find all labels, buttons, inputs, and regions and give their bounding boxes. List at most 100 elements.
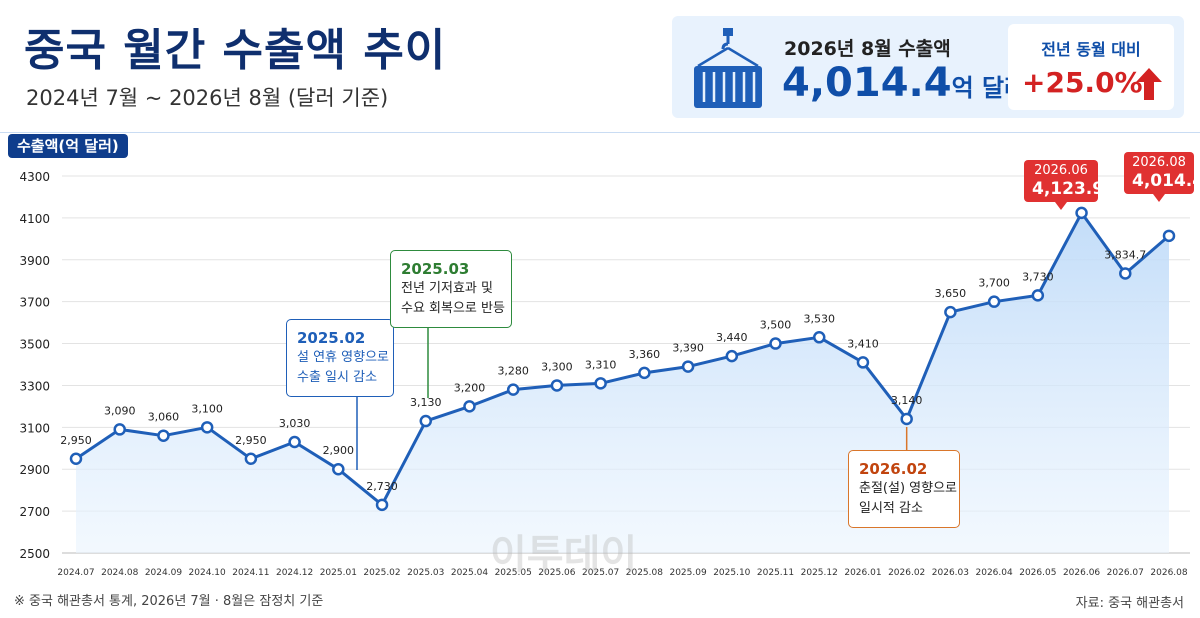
data-point bbox=[550, 379, 564, 392]
data-point bbox=[288, 435, 301, 449]
data-label: 3,700 bbox=[978, 277, 1010, 290]
data-point bbox=[506, 383, 520, 396]
x-tick-label: 2024.08 bbox=[101, 568, 138, 578]
x-tick-label: 2026.04 bbox=[976, 568, 1013, 578]
data-point bbox=[69, 452, 83, 465]
data-point bbox=[681, 360, 695, 373]
callout-value: 4,014.4 bbox=[1132, 171, 1200, 191]
annotation-line: 전년 기저효과 및 bbox=[401, 281, 493, 296]
data-point bbox=[987, 295, 1001, 308]
x-tick-label: 2025.06 bbox=[538, 568, 575, 578]
x-tick-label: 2025.11 bbox=[757, 568, 794, 578]
footnote: ※ 중국 해관총서 통계, 2026년 7월 · 8월은 잠정치 기준 bbox=[14, 594, 324, 609]
data-point bbox=[1075, 206, 1088, 220]
data-label: 3,834.7 bbox=[1104, 248, 1146, 261]
data-point bbox=[244, 452, 258, 465]
callout-2026-06: 2026.06 4,123.9 bbox=[1024, 160, 1105, 210]
x-tick-label: 2026.01 bbox=[844, 568, 881, 578]
data-point bbox=[200, 421, 214, 434]
data-point bbox=[594, 377, 607, 390]
annotation-2026-02: 2026.02 춘절(설) 영향으로 일시적 감소 bbox=[848, 450, 960, 528]
y-axis-label: 수출액(억 달러) bbox=[8, 134, 128, 158]
data-label: 3,280 bbox=[497, 365, 529, 378]
data-label: 3,030 bbox=[279, 417, 311, 430]
x-tick-label: 2025.10 bbox=[713, 568, 750, 578]
annotation-2025-03: 2025.03 전년 기저효과 및 수요 회복으로 반등 bbox=[390, 250, 512, 328]
data-label: 3,650 bbox=[935, 287, 967, 300]
x-tick-label: 2025.05 bbox=[495, 568, 532, 578]
data-point bbox=[812, 331, 826, 344]
source-credit: 자료: 중국 해관총서 bbox=[1075, 596, 1184, 611]
x-tick-label: 2026.02 bbox=[888, 568, 925, 578]
page-title: 중국 월간 수출액 추이 bbox=[24, 25, 447, 76]
callout-value: 4,123.9 bbox=[1032, 179, 1105, 199]
header-divider bbox=[0, 132, 1200, 133]
summary-value: 4,014.4 bbox=[782, 60, 952, 106]
annotation-line: 수요 회복으로 반등 bbox=[401, 301, 505, 316]
callout-date: 2026.08 bbox=[1132, 155, 1186, 170]
y-tick-label: 2700 bbox=[19, 505, 50, 519]
x-tick-label: 2025.02 bbox=[363, 568, 400, 578]
yoy-label: 전년 동월 대비 bbox=[1041, 40, 1141, 59]
data-label: 3,060 bbox=[148, 411, 180, 424]
x-tick-label: 2026.05 bbox=[1019, 568, 1056, 578]
data-label: 3,300 bbox=[541, 360, 573, 373]
annotation-line: 일시적 감소 bbox=[859, 501, 923, 516]
data-label: 2,900 bbox=[323, 444, 355, 457]
x-tick-label: 2026.07 bbox=[1107, 568, 1144, 578]
data-point bbox=[332, 462, 345, 476]
data-label: 2,950 bbox=[60, 434, 92, 447]
data-label: 2,730 bbox=[366, 480, 398, 493]
series-line bbox=[75, 211, 1170, 507]
yoy-value: +25.0% bbox=[1022, 66, 1143, 99]
x-tick-label: 2026.03 bbox=[932, 568, 969, 578]
data-label: 3,500 bbox=[760, 319, 792, 332]
callout-2026-08: 2026.08 4,014.4 bbox=[1124, 152, 1200, 202]
x-tick-label: 2024.11 bbox=[232, 568, 269, 578]
data-point bbox=[1162, 229, 1176, 243]
x-tick-label: 2025.12 bbox=[801, 568, 838, 578]
data-point bbox=[725, 349, 739, 363]
data-point bbox=[375, 498, 389, 512]
data-label: 3,130 bbox=[410, 396, 442, 409]
x-tick-label: 2025.03 bbox=[407, 568, 444, 578]
y-tick-label: 3300 bbox=[19, 379, 50, 393]
data-label: 3,530 bbox=[803, 312, 835, 325]
x-tick-label: 2025.04 bbox=[451, 568, 488, 578]
watermark-logo: 이투데이 bbox=[490, 532, 638, 578]
data-point bbox=[1119, 267, 1132, 280]
y-tick-label: 3700 bbox=[19, 296, 50, 310]
annotation-line: 설 연휴 영향으로 bbox=[297, 350, 389, 365]
summary-panel: 2026년 8월 수출액 4,014.4억 달러 전년 동월 대비 +25.0% bbox=[672, 16, 1184, 118]
x-tick-label: 2026.08 bbox=[1150, 568, 1187, 578]
container-crane-icon bbox=[694, 28, 762, 108]
y-tick-label: 2500 bbox=[19, 547, 50, 561]
x-tick-label: 2025.08 bbox=[626, 568, 663, 578]
data-point bbox=[944, 305, 957, 319]
annotation-title: 2026.02 bbox=[859, 460, 928, 478]
annotation-title: 2025.02 bbox=[297, 329, 366, 347]
data-point bbox=[900, 412, 913, 426]
data-label: 3,310 bbox=[585, 358, 617, 371]
data-point bbox=[769, 337, 782, 350]
x-tick-label: 2026.06 bbox=[1063, 568, 1100, 578]
x-tick-label: 2025.07 bbox=[582, 568, 619, 578]
x-tick-label: 2025.01 bbox=[320, 568, 357, 578]
x-tick-label: 2024.07 bbox=[57, 568, 94, 578]
yoy-panel: 전년 동월 대비 +25.0% bbox=[1008, 24, 1174, 110]
annotation-line: 춘절(설) 영향으로 bbox=[859, 481, 957, 496]
summary-label: 2026년 8월 수출액 bbox=[784, 38, 951, 60]
data-label: 2,950 bbox=[235, 434, 267, 447]
up-arrow-icon bbox=[1136, 68, 1162, 100]
data-point bbox=[419, 414, 433, 428]
data-point bbox=[463, 400, 476, 413]
y-tick-label: 3900 bbox=[19, 254, 50, 268]
data-label: 3,360 bbox=[629, 348, 661, 361]
page-subtitle: 2024년 7월 ~ 2026년 8월 (달러 기준) bbox=[26, 86, 389, 110]
y-tick-label: 4300 bbox=[19, 170, 50, 184]
data-point bbox=[113, 423, 126, 436]
y-tick-label: 3100 bbox=[19, 421, 50, 435]
y-tick-label: 4100 bbox=[19, 212, 50, 226]
area-fill bbox=[76, 212, 1169, 553]
x-tick-label: 2024.12 bbox=[276, 568, 313, 578]
